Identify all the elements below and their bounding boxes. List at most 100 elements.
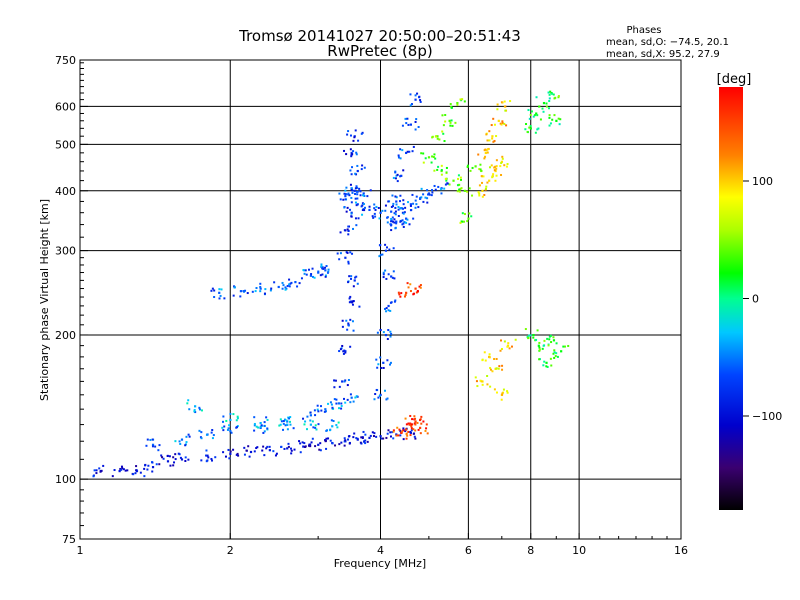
data-point-scatter [122, 468, 125, 471]
x-tick-label: 6 [465, 544, 472, 557]
data-point-scatter [479, 168, 482, 171]
y-axis: 75 100 200 300 400 500 600 750 [55, 54, 88, 546]
data-point-scatter [354, 276, 357, 279]
data-point-scatter [424, 196, 427, 199]
data-point-scatter [229, 450, 232, 453]
data-point [384, 333, 388, 337]
data-point-scatter [394, 226, 397, 229]
data-point-scatter [439, 188, 442, 191]
data-point-scatter [410, 103, 413, 106]
data-point-scatter [344, 439, 347, 442]
data-point-scatter [298, 282, 301, 285]
data-point-scatter [424, 157, 427, 160]
data-point-scatter [256, 446, 259, 449]
data-point-scatter [377, 206, 380, 209]
data-point-scatter [143, 475, 146, 478]
data-point-scatter [263, 424, 266, 427]
data-point-scatter [414, 206, 417, 209]
data-point-scatter [508, 347, 511, 350]
data-point-scatter [505, 124, 508, 127]
data-point-scatter [392, 437, 395, 440]
data-point-scatter [500, 162, 503, 165]
data-point-scatter [394, 171, 397, 174]
data-point-scatter [402, 199, 405, 202]
data-point-scatter [352, 139, 355, 142]
data-point-scatter [375, 205, 378, 208]
phases-box-x: mean, sd,X: 95.2, 27.9 [606, 49, 720, 60]
data-point-scatter [407, 201, 410, 204]
data-point-scatter [434, 157, 437, 160]
data-point-scatter [555, 342, 558, 345]
data-point-scatter [314, 424, 317, 427]
data-point-scatter [426, 197, 429, 200]
data-point-scatter [536, 128, 539, 131]
colorbar-tick-label: 0 [752, 293, 759, 306]
data-point-scatter [198, 408, 201, 411]
data-point-scatter [451, 106, 454, 109]
data-point [286, 423, 289, 426]
data-point-scatter [407, 123, 410, 126]
data-point-scatter [553, 351, 556, 354]
data-point-scatter [343, 192, 346, 195]
data-point-scatter [557, 95, 560, 98]
data-point-scatter [151, 470, 154, 473]
data-point-scatter [132, 473, 135, 476]
data-point-scatter [232, 294, 235, 297]
x-axis-label: Frequency [MHz] [334, 557, 426, 570]
data-point-scatter [349, 183, 352, 186]
data-point [488, 179, 491, 182]
data-point-scatter [491, 370, 494, 373]
data-point-scatter [353, 432, 356, 435]
data-point-scatter [399, 194, 402, 197]
data-point [552, 339, 556, 342]
data-point-scatter [355, 224, 358, 227]
data-point-scatter [495, 357, 498, 360]
data-point-scatter [186, 402, 189, 405]
data-point-scatter [548, 93, 551, 96]
data-point-scatter [265, 447, 268, 450]
data-point-scatter [352, 436, 355, 439]
data-point-scatter [340, 404, 343, 407]
data-point-scatter [354, 396, 357, 399]
data-point-scatter [498, 365, 501, 368]
data-point-scatter [394, 195, 397, 198]
data-point-scatter [354, 201, 357, 204]
data-point-scatter [361, 202, 364, 205]
data-point-scatter [390, 219, 393, 222]
data-point-scatter [290, 449, 293, 452]
data-point-scatter [338, 385, 341, 388]
data-point-scatter [422, 152, 425, 155]
x-axis: 1 2 4 6 8 10 16 [77, 533, 688, 557]
data-point-scatter [369, 189, 372, 192]
data-point-scatter [430, 194, 433, 197]
data-point-scatter [426, 189, 429, 192]
data-point-scatter [385, 307, 388, 310]
data-point-scatter [399, 148, 402, 151]
data-point-scatter [431, 155, 434, 158]
data-point-scatter [545, 102, 548, 105]
data-point-scatter [530, 110, 533, 113]
data-point [344, 195, 347, 198]
data-point-scatter [457, 174, 460, 177]
data-point-scatter [362, 430, 365, 433]
data-point-scatter [179, 456, 182, 459]
data-point [341, 380, 344, 383]
colorbar-tick-label: −100 [752, 410, 782, 423]
data-point-scatter [272, 450, 275, 453]
data-point-scatter [357, 139, 360, 142]
data-point-scatter [345, 153, 348, 156]
data-point-scatter [347, 193, 350, 196]
data-point-scatter [408, 223, 411, 226]
data-point-scatter [514, 338, 517, 341]
data-point-scatter [557, 117, 560, 120]
data-point-scatter [298, 440, 301, 443]
data-point-scatter [549, 357, 552, 360]
data-point-scatter [395, 222, 398, 225]
x-tick-label: 8 [527, 544, 534, 557]
data-point-scatter [433, 169, 436, 172]
data-point-scatter [350, 212, 353, 215]
data-point-scatter [562, 345, 565, 348]
data-point-scatter [372, 216, 375, 219]
data-point-scatter [287, 445, 290, 448]
data-point-scatter [282, 284, 285, 287]
